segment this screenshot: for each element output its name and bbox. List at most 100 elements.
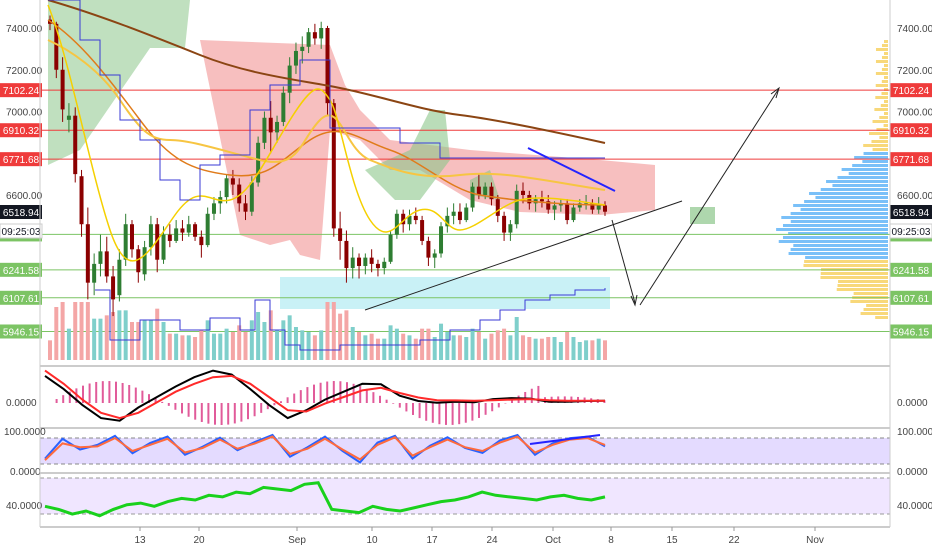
volume-bar: [363, 335, 368, 360]
volume-bar: [249, 320, 254, 360]
volume-profile-bar: [884, 100, 888, 103]
volume-profile-bar: [884, 52, 888, 55]
oscillator-panel-2[interactable]: 100.0000 0.0000 100.0000 0.0000: [4, 427, 932, 478]
volume-bar: [293, 327, 298, 360]
histogram-bar: [484, 403, 487, 415]
volume-profile-bar: [793, 204, 888, 207]
candle-body: [413, 215, 418, 221]
drawings[interactable]: [364, 86, 780, 311]
candle-body: [420, 220, 425, 241]
left-price-tick: 7200.00: [6, 66, 43, 77]
volume-profile-bar: [804, 200, 888, 203]
volume-bar: [590, 340, 595, 360]
level-label-right: 7102.24: [893, 86, 930, 97]
candle-body: [142, 247, 147, 275]
oscillator-panel-1[interactable]: 0.0000 0.0000: [6, 365, 928, 425]
divergence-line[interactable]: [529, 434, 601, 445]
candle-body: [470, 186, 475, 208]
volume-profile-bar: [875, 96, 888, 99]
oscillator-3-lines: [44, 481, 606, 518]
level-label-right: 6107.61: [893, 294, 930, 305]
candle-body: [457, 211, 462, 221]
candle-body: [136, 249, 141, 273]
candle-body: [66, 115, 71, 120]
oscillator-2-right-tick-bottom: 0.0000: [897, 467, 928, 478]
histogram-bar: [299, 390, 302, 403]
rally-arrow-line[interactable]: [639, 89, 779, 306]
histogram-bar: [306, 387, 309, 403]
volume-profile-bar: [869, 132, 888, 135]
candle-body: [256, 142, 261, 183]
candle-body: [155, 224, 160, 260]
volume-bar: [445, 332, 450, 360]
price-panel[interactable]: 7400.00 7200.00 7000.00 6600.00 7400.00 7200…: [0, 0, 932, 360]
level-label-right-box: [890, 83, 932, 98]
histogram-bar: [478, 403, 480, 418]
candle-body: [331, 103, 336, 229]
volume-profile-bar: [837, 176, 888, 179]
level-label-right: 6241.58: [893, 266, 930, 277]
volume-bar: [180, 335, 185, 360]
volume-bar: [350, 327, 355, 360]
candle-body: [312, 32, 317, 39]
level-label-left: 6241.58: [3, 266, 40, 277]
time-axis-tick: 13: [134, 535, 146, 546]
volume-profile-bar: [863, 152, 888, 155]
right-price-tick: 6600.00: [897, 191, 932, 202]
volume-bar: [407, 335, 412, 360]
oscillator-2-left-tick-bottom: 0.0000: [10, 467, 41, 478]
candle-body: [117, 259, 122, 296]
volume-bar: [174, 333, 179, 360]
right-price-axis[interactable]: 7400.00 7200.00 7000.00 6600.00: [897, 24, 932, 202]
candle-body: [180, 228, 185, 233]
triangle-lower-trendline[interactable]: [364, 200, 683, 311]
histogram-bar: [181, 403, 183, 414]
volume-profile-bar: [872, 120, 888, 123]
volume-profile-bar: [790, 212, 888, 215]
level-label-right-box: [890, 324, 932, 339]
volume-bar: [420, 328, 425, 360]
volume-profile-bar: [879, 136, 888, 139]
candle-body: [388, 234, 393, 262]
triangle-upper-trendline[interactable]: [527, 147, 616, 192]
oscillator-2-band: [40, 438, 890, 464]
candle-body: [293, 50, 298, 66]
volume-profile-bar: [875, 316, 888, 319]
oscillator-panel-3[interactable]: 40.0000 40.0000: [6, 472, 932, 518]
volume-profile-bar: [803, 264, 888, 267]
volume-bar: [142, 320, 147, 360]
volume-profile-bar: [875, 72, 888, 75]
time-axis[interactable]: 13 20 Sep 10 17 24 Oct 8 15 22 Nov: [40, 526, 890, 546]
candle-body: [375, 263, 380, 269]
histogram-bar: [425, 403, 428, 421]
candle-body: [148, 224, 153, 248]
histogram-bar: [398, 403, 401, 408]
volume-profile-bar: [832, 184, 888, 187]
breakdown-arrow-line[interactable]: [611, 219, 636, 304]
candle-body: [426, 240, 431, 258]
volume-bar: [237, 325, 242, 360]
volume-profile-bar: [788, 232, 888, 235]
histogram-bar: [88, 383, 91, 403]
horizontal-levels: [40, 89, 890, 332]
candle-body: [382, 261, 387, 269]
histogram-bar: [412, 403, 414, 415]
candle-body: [451, 211, 456, 216]
ma-yellow-line: [47, 39, 606, 191]
candle-body: [596, 205, 601, 210]
level-label-left-box: [0, 290, 42, 305]
volume-bar: [319, 330, 324, 360]
histogram-bar: [293, 393, 296, 403]
candle-body: [338, 228, 343, 241]
histogram-bar: [240, 403, 243, 422]
volume-bar: [243, 332, 248, 360]
volume-profile-bar: [838, 280, 888, 283]
volume-profile-bar: [880, 104, 888, 107]
volume-bar: [382, 338, 387, 360]
candle-body: [489, 186, 494, 200]
volume-profile-bar: [805, 256, 888, 259]
oscillator-2-right-tick-top: 100.0000: [897, 427, 932, 438]
left-price-axis[interactable]: 7400.00 7200.00 7000.00 6600.00: [6, 24, 43, 202]
cloud-green-1: [48, 0, 190, 165]
